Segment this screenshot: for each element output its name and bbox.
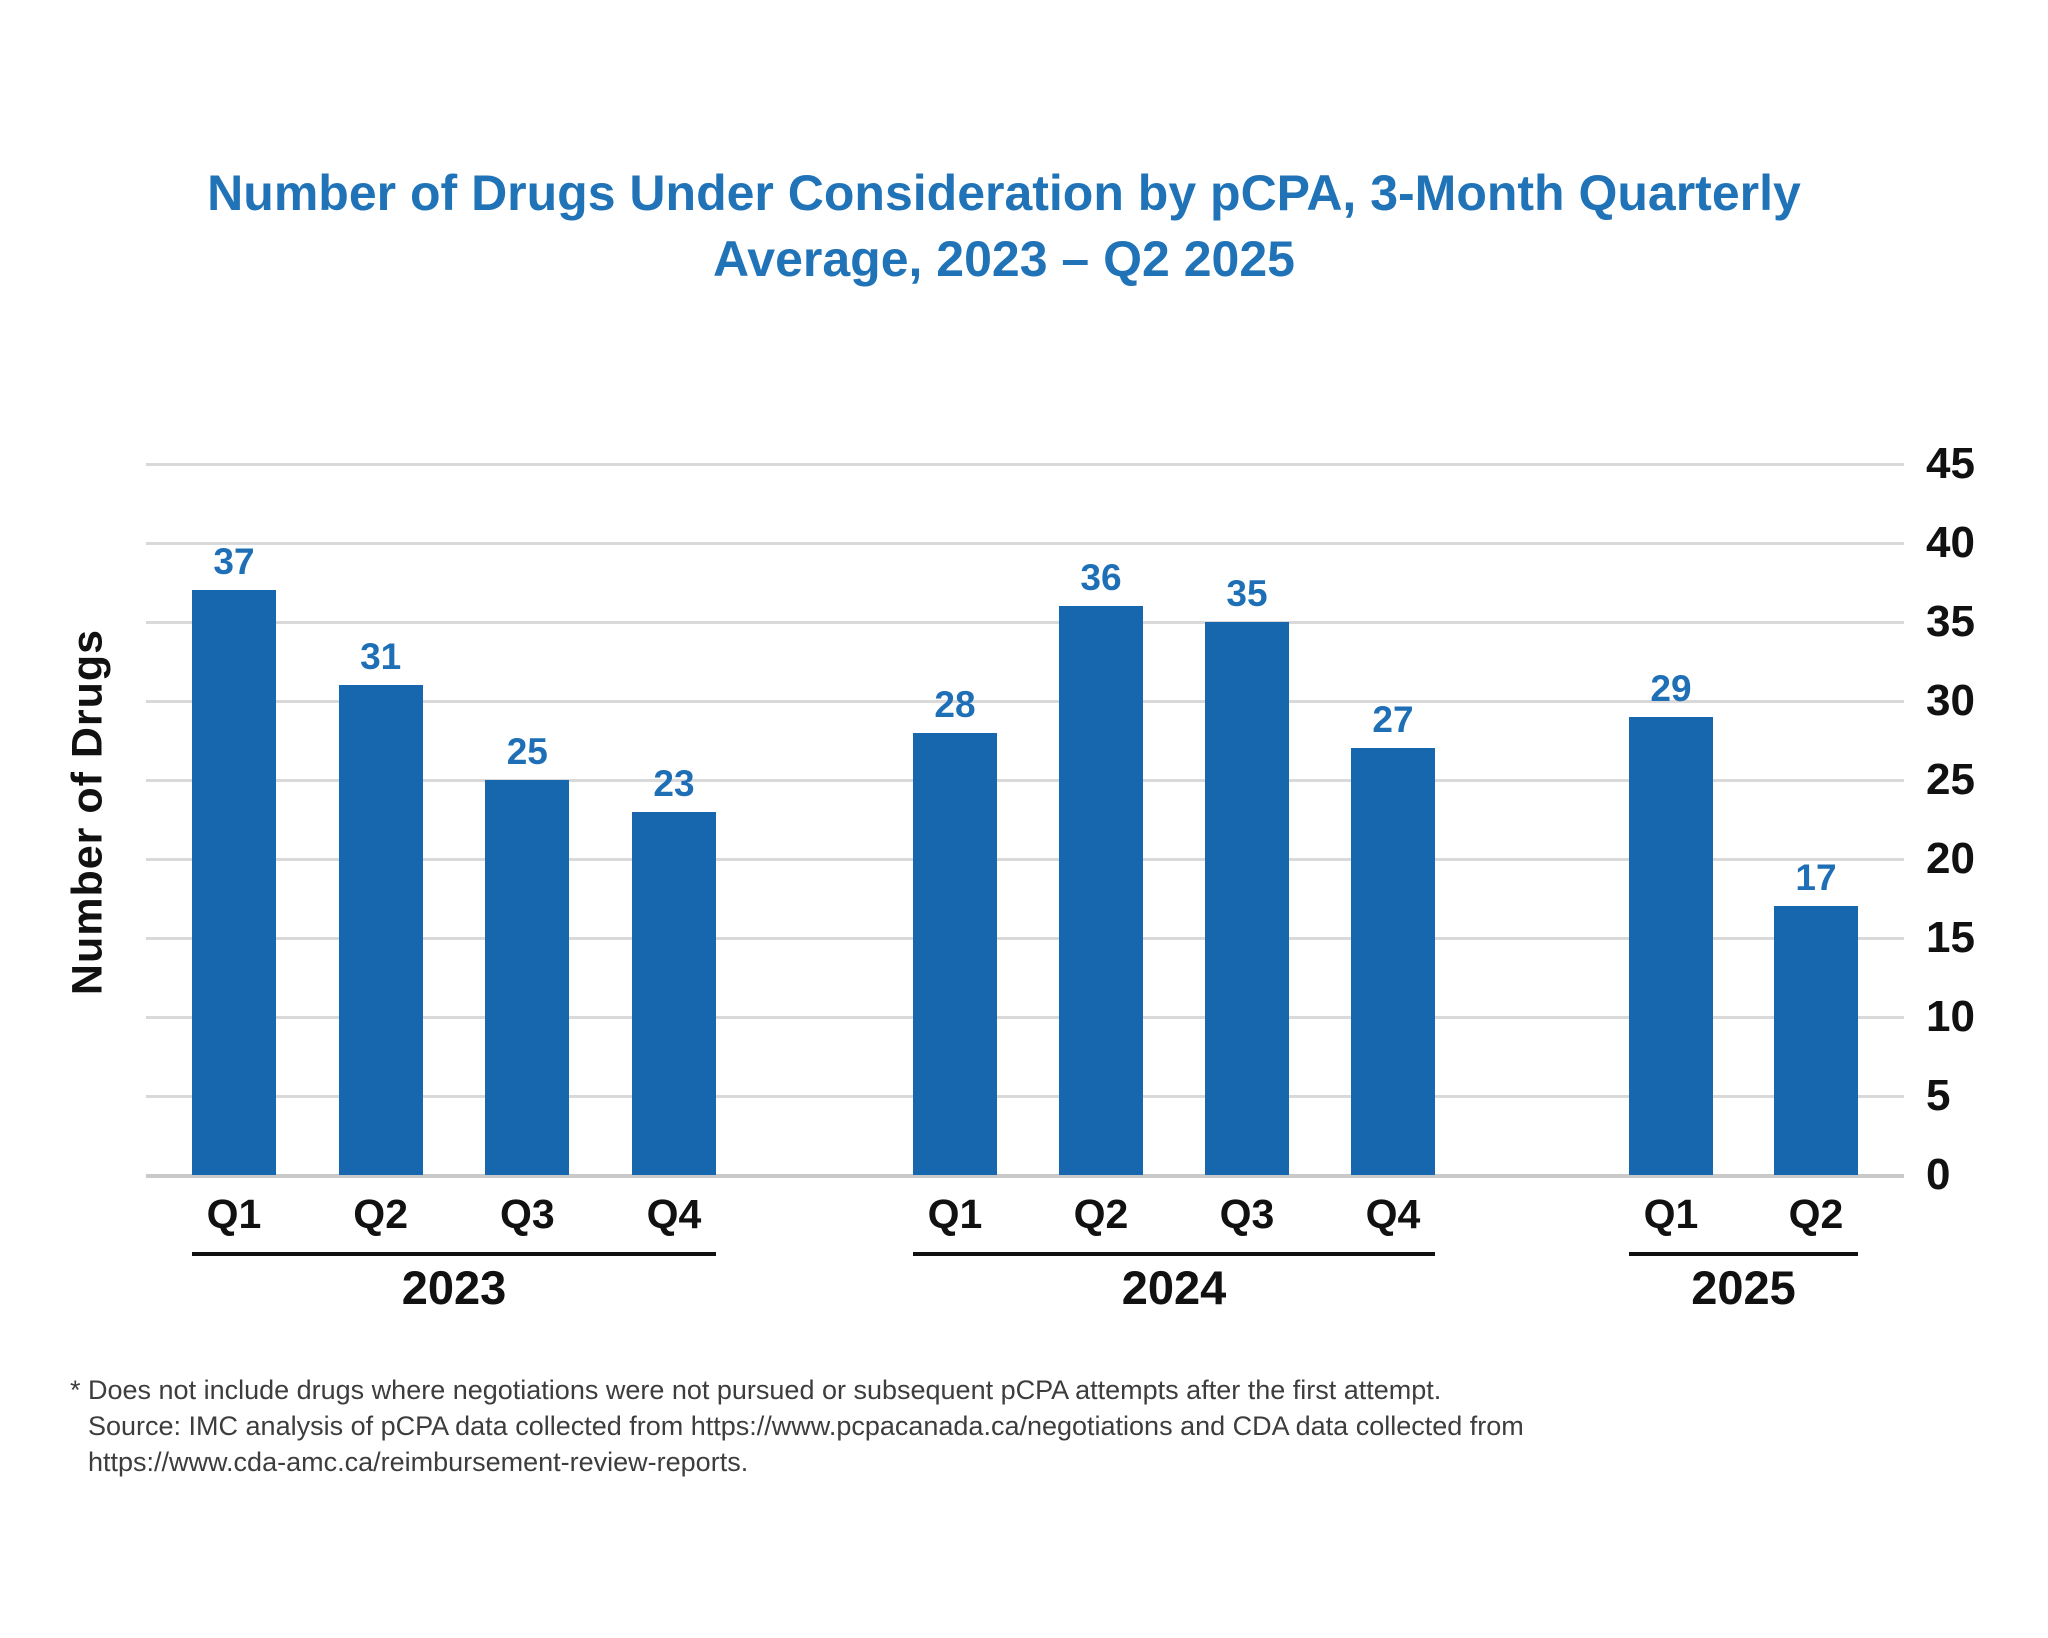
x-tick-label-2025-Q2: Q2: [1788, 1191, 1844, 1237]
bar: [1059, 606, 1143, 1175]
year-underline-2025: [1629, 1252, 1858, 1256]
bar-value-label: 17: [1795, 857, 1837, 899]
year-underline-2024: [913, 1252, 1435, 1256]
y-tick-label-35: 35: [1926, 597, 1975, 646]
bar-slot-2024-Q3: 35 Q3: [1205, 464, 1289, 1237]
bar-value-label: 37: [213, 541, 255, 583]
bar-value-label: 29: [1650, 667, 1692, 709]
gridline-30: [146, 700, 1904, 703]
x-tick-label-2024-Q2: Q2: [1073, 1191, 1129, 1237]
y-tick-label-0: 0: [1926, 1150, 1951, 1199]
bar: [1774, 906, 1858, 1175]
bar-slot-2023-Q3: 25 Q3: [485, 464, 570, 1237]
footnote-line1: * Does not include drugs where negotiati…: [70, 1375, 1442, 1405]
bar-group-2025: 29 Q1 17 Q2: [1629, 464, 1858, 1237]
bar-value-label: 35: [1226, 573, 1268, 614]
bar: [1351, 748, 1435, 1175]
bar: [913, 732, 997, 1175]
gridline-40: [146, 542, 1904, 545]
bar-slot-2023-Q2: 31 Q2: [338, 464, 423, 1237]
bar-slot-2025-Q1: 29 Q1: [1629, 464, 1713, 1237]
y-tick-label-25: 25: [1926, 755, 1975, 804]
bar: [338, 685, 423, 1175]
gridline-25: [146, 779, 1904, 782]
bar-slot-2025-Q2: 17 Q2: [1774, 464, 1858, 1237]
x-tick-label-2023-Q4: Q4: [646, 1191, 702, 1237]
footnote-line2: Source: IMC analysis of pCPA data collec…: [88, 1411, 1524, 1441]
y-tick-label-15: 15: [1926, 913, 1975, 962]
x-tick-label-2024-Q1: Q1: [927, 1191, 983, 1237]
bar-slot-2023-Q4: 23 Q4: [631, 464, 716, 1237]
bar: [192, 590, 276, 1175]
x-tick-label-2024-Q3: Q3: [1219, 1191, 1275, 1237]
bar-value-label: 36: [1080, 557, 1122, 599]
bar-value-label: 23: [653, 762, 695, 804]
bar: [485, 780, 570, 1175]
bar-slot-2023-Q1: 37 Q1: [192, 464, 276, 1237]
bar-group-2024: 28 Q1 36 Q2 35 Q3 27 Q4: [913, 464, 1435, 1237]
bar-value-label: 28: [934, 683, 976, 725]
y-tick-label-20: 20: [1926, 834, 1975, 883]
footnote: * Does not include drugs where negotiati…: [70, 1372, 1720, 1480]
x-tick-label-2025-Q1: Q1: [1643, 1191, 1699, 1237]
gridline-15: [146, 937, 1904, 940]
year-underline-2023: [192, 1252, 716, 1256]
gridline-20: [146, 858, 1904, 861]
chart-title-line1: Number of Drugs Under Consideration by p…: [207, 165, 1801, 221]
chart-title-line2: Average, 2023 – Q2 2025: [713, 231, 1295, 287]
footnote-line3: https://www.cda-amc.ca/reimbursement-rev…: [88, 1447, 749, 1477]
gridline-10: [146, 1016, 1904, 1019]
bar: [631, 811, 716, 1175]
bar-slot-2024-Q1: 28 Q1: [913, 464, 997, 1237]
bar-slot-2024-Q4: 27 Q4: [1351, 464, 1435, 1237]
y-tick-label-10: 10: [1926, 992, 1975, 1041]
gridline-0: [146, 1174, 1904, 1178]
y-tick-label-5: 5: [1926, 1071, 1951, 1120]
year-label-2023: 2023: [401, 1261, 507, 1314]
bar-slot-2024-Q2: 36 Q2: [1059, 464, 1143, 1237]
chart-title: Number of Drugs Under Consideration by p…: [184, 160, 1824, 292]
gridline-5: [146, 1095, 1904, 1098]
bar-value-label: 27: [1372, 699, 1414, 741]
bar-group-2023: 37 Q1 31 Q2 25 Q3 23 Q4: [192, 464, 716, 1237]
y-tick-label-40: 40: [1926, 518, 1975, 567]
y-tick-label-30: 30: [1926, 676, 1975, 725]
year-label-2025: 2025: [1691, 1261, 1796, 1314]
year-label-2024: 2024: [1121, 1261, 1227, 1314]
bar-value-label: 25: [506, 731, 548, 772]
x-tick-label-2023-Q3: Q3: [499, 1191, 555, 1237]
bar-value-label: 31: [360, 636, 402, 678]
x-tick-label-2024-Q4: Q4: [1365, 1191, 1421, 1237]
y-tick-label-45: 45: [1926, 439, 1975, 488]
plot-area: 37 Q1 31 Q2 25 Q3 23 Q4 28 Q1 36 Q2 35 Q3 27 Q4 29 Q1 17 Q2: [146, 463, 1904, 1237]
gridline-35: [146, 621, 1904, 624]
x-tick-label-2023-Q2: Q2: [353, 1191, 409, 1237]
y-axis-title: Number of Drugs: [63, 628, 112, 996]
bar: [1629, 716, 1713, 1175]
x-tick-label-2023-Q1: Q1: [206, 1191, 262, 1237]
bar: [1205, 622, 1289, 1175]
gridline-45: [146, 463, 1904, 466]
